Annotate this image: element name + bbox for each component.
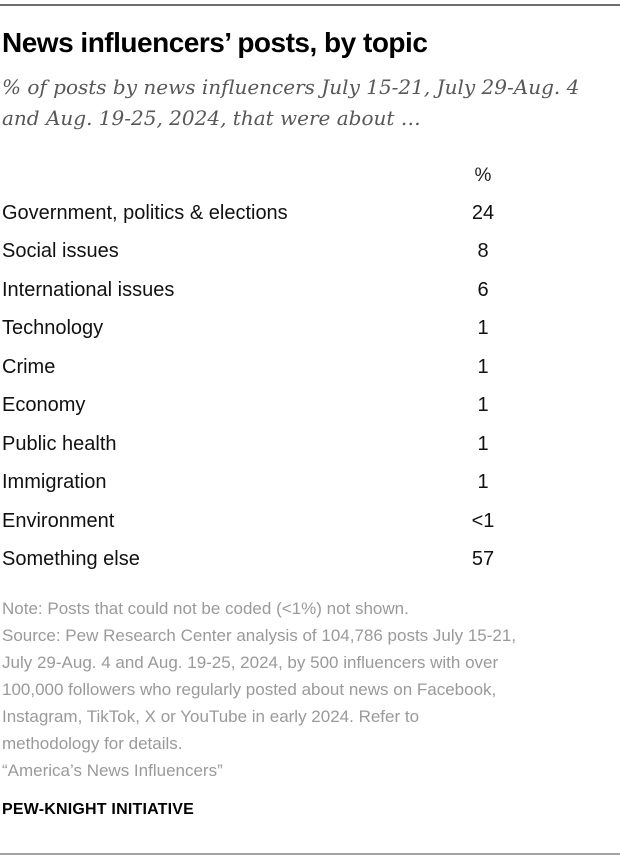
- source-line: Source: Pew Research Center analysis of …: [2, 626, 517, 645]
- row-label: Technology: [2, 317, 104, 340]
- topic-table: % Government, politics & elections 24 So…: [0, 158, 620, 579]
- table-row: Economy 1: [0, 387, 620, 426]
- percent-column-header: %: [474, 165, 492, 186]
- source-line: methodology for details.: [2, 734, 183, 753]
- row-label: Immigration: [2, 471, 107, 494]
- row-label: Economy: [2, 394, 86, 417]
- source-line: 100,000 followers who regularly posted a…: [2, 680, 497, 699]
- row-label: Crime: [2, 355, 56, 378]
- row-value: 1: [477, 432, 489, 455]
- brand-label: PEW-KNIGHT INITIATIVE: [2, 801, 195, 818]
- table-header-row: %: [0, 158, 620, 194]
- top-divider: [0, 4, 620, 6]
- footer-notes: Note: Posts that could not be coded (<1%…: [2, 595, 618, 784]
- row-value: 1: [477, 471, 489, 494]
- row-value: 1: [477, 355, 489, 378]
- row-label: Something else: [2, 548, 140, 571]
- table-row: Crime 1: [0, 348, 620, 387]
- page-subtitle: % of posts by news influencers July 15-2…: [2, 75, 580, 130]
- table-row: Environment <1: [0, 502, 620, 541]
- row-label: Social issues: [2, 240, 119, 263]
- note-line: Note: Posts that could not be coded (<1%…: [2, 599, 409, 618]
- source-line: July 29-Aug. 4 and Aug. 19-25, 2024, by …: [2, 653, 499, 672]
- table-row: Public health 1: [0, 425, 620, 464]
- row-value: 24: [471, 201, 495, 224]
- table-row: International issues 6: [0, 271, 620, 310]
- table-row: Social issues 8: [0, 233, 620, 272]
- table-row: Technology 1: [0, 310, 620, 349]
- row-label: Public health: [2, 432, 117, 455]
- table-row: Government, politics & elections 24: [0, 194, 620, 233]
- citation-line: “America’s News Influencers”: [2, 761, 223, 780]
- row-value: <1: [471, 509, 495, 532]
- row-value: 57: [471, 548, 495, 571]
- row-label: Government, politics & elections: [2, 201, 288, 224]
- source-line: Instagram, TikTok, X or YouTube in early…: [2, 707, 420, 726]
- row-label: International issues: [2, 278, 175, 301]
- row-value: 1: [477, 394, 489, 417]
- table-row: Immigration 1: [0, 464, 620, 503]
- row-value: 1: [477, 317, 489, 340]
- row-value: 6: [477, 278, 489, 301]
- page-title: News influencers’ posts, by topic: [2, 27, 428, 58]
- row-value: 8: [477, 240, 489, 263]
- table-row: Something else 57: [0, 541, 620, 580]
- row-label: Environment: [2, 509, 115, 532]
- bottom-divider: [0, 853, 620, 855]
